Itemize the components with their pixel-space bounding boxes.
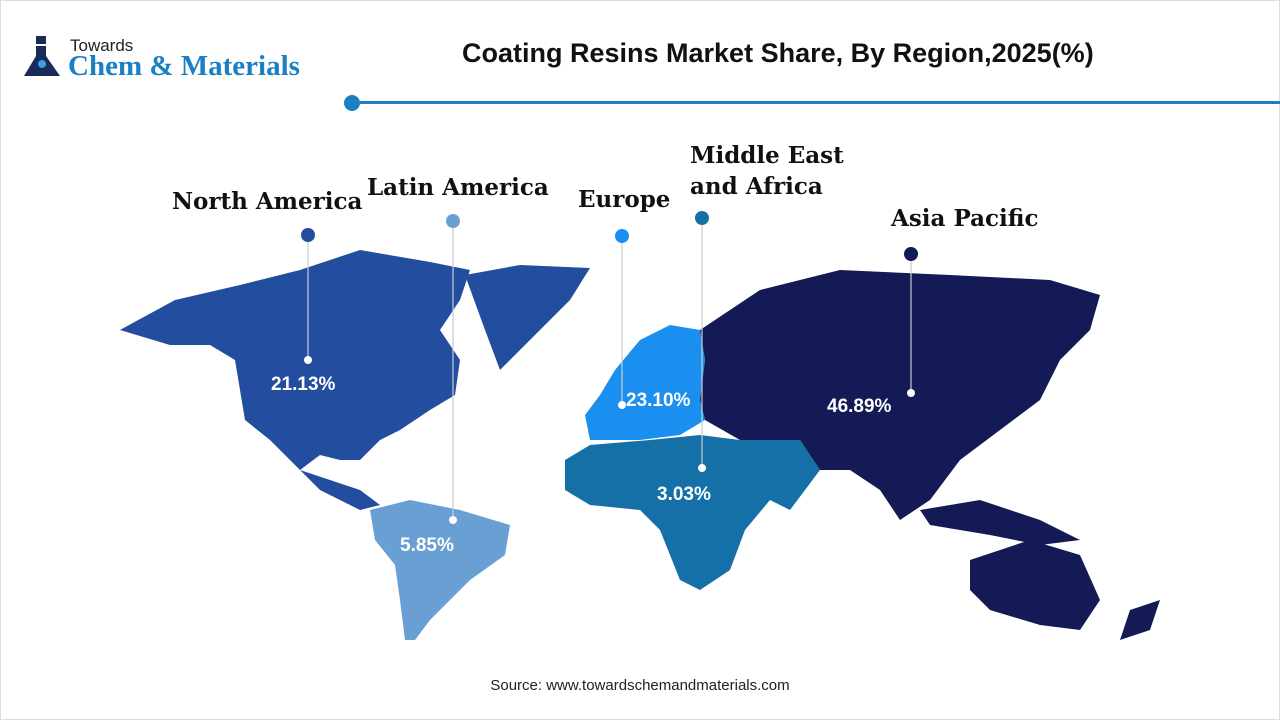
- region-asia-pacific[interactable]: [700, 270, 1100, 520]
- anchor-middle-east-africa: [698, 464, 706, 472]
- label-latin-america: Latin America: [367, 174, 549, 201]
- value-europe: 23.10%: [626, 390, 691, 411]
- region-greenland: [465, 265, 590, 370]
- region-middle-east-africa[interactable]: [565, 435, 820, 590]
- marker-middle-east-africa: [695, 211, 709, 225]
- marker-dots: [301, 211, 918, 524]
- label-north-america: North America: [172, 188, 363, 215]
- region-latin-america[interactable]: [370, 500, 510, 640]
- label-europe: Europe: [578, 186, 671, 213]
- region-australia: [970, 540, 1100, 630]
- marker-asia-pacific: [904, 247, 918, 261]
- marker-north-america: [301, 228, 315, 242]
- value-middle-east-africa: 3.03%: [657, 484, 711, 505]
- logo-towards: Towards: [70, 36, 134, 55]
- value-latin-america: 5.85%: [400, 535, 454, 556]
- marker-europe: [615, 229, 629, 243]
- region-europe[interactable]: [585, 325, 705, 440]
- title-rule-dot: [344, 95, 360, 111]
- leader-lines: [307, 218, 912, 520]
- anchor-europe: [618, 401, 626, 409]
- flask-icon: [24, 36, 60, 76]
- marker-latin-america: [446, 214, 460, 228]
- label-asia-pacific: Asia Pacific: [891, 205, 1039, 232]
- anchor-north-america: [304, 356, 312, 364]
- anchor-asia-pacific: [907, 389, 915, 397]
- region-indonesia: [920, 500, 1080, 545]
- anchor-latin-america: [449, 516, 457, 524]
- value-north-america: 21.13%: [271, 374, 336, 395]
- title-rule: [360, 101, 1280, 104]
- chart-title: Coating Resins Market Share, By Region,2…: [462, 38, 1094, 68]
- region-north-america[interactable]: [120, 250, 470, 510]
- value-asia-pacific: 46.89%: [827, 396, 892, 417]
- source-note: Source: www.towardschemandmaterials.com: [490, 677, 790, 694]
- logo-chem-materials: Chem & Materials: [68, 50, 300, 82]
- label-middle-east-africa: Middle East and Africa: [690, 142, 844, 200]
- region-new-zealand: [1120, 600, 1160, 640]
